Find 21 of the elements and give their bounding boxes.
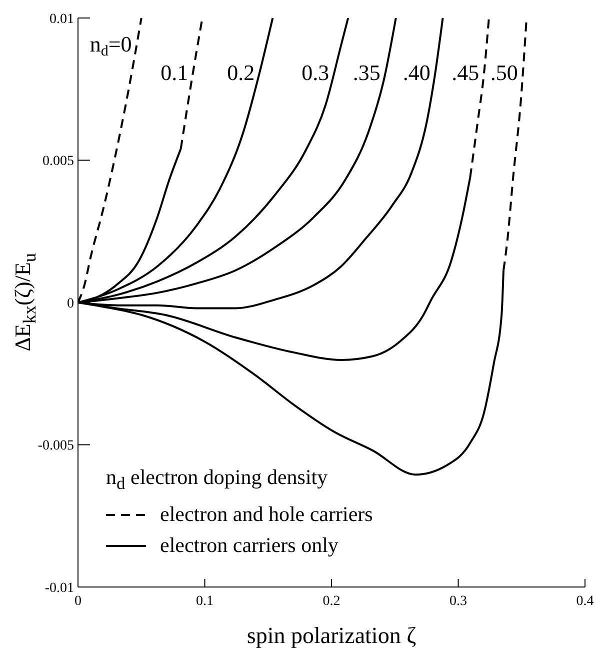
y-tick-label: 0.005 <box>42 154 74 170</box>
x-tick-label: 0.1 <box>196 594 214 609</box>
annotation: electron carriers only <box>160 532 338 560</box>
series-label: 0.3 <box>302 60 330 85</box>
series-label: .35 <box>352 60 380 85</box>
y-tick-label: -0.005 <box>38 438 74 454</box>
y-tick-label: 0.01 <box>50 12 74 27</box>
series-label: n$_{d}$=0 <box>90 31 132 60</box>
series-label: .50 <box>490 60 518 85</box>
y-tick-label: -0.01 <box>44 580 74 596</box>
y-tick-label: 0 <box>67 296 74 312</box>
x-tick-label: 0.3 <box>450 594 467 609</box>
annotation: electron and hole carriers <box>160 501 373 528</box>
series-label: 0.2 <box>227 60 255 85</box>
x-tick-label: 0.4 <box>576 594 594 609</box>
series-label: 0.1 <box>160 60 188 85</box>
x-axis-title: spin polarization ζ <box>246 623 416 648</box>
x-tick-label: 0.2 <box>322 594 340 609</box>
series-label: .45 <box>452 60 480 85</box>
series-label: .40 <box>402 60 430 85</box>
legend-title: n$_{d}$ electron doping density <box>106 465 328 494</box>
